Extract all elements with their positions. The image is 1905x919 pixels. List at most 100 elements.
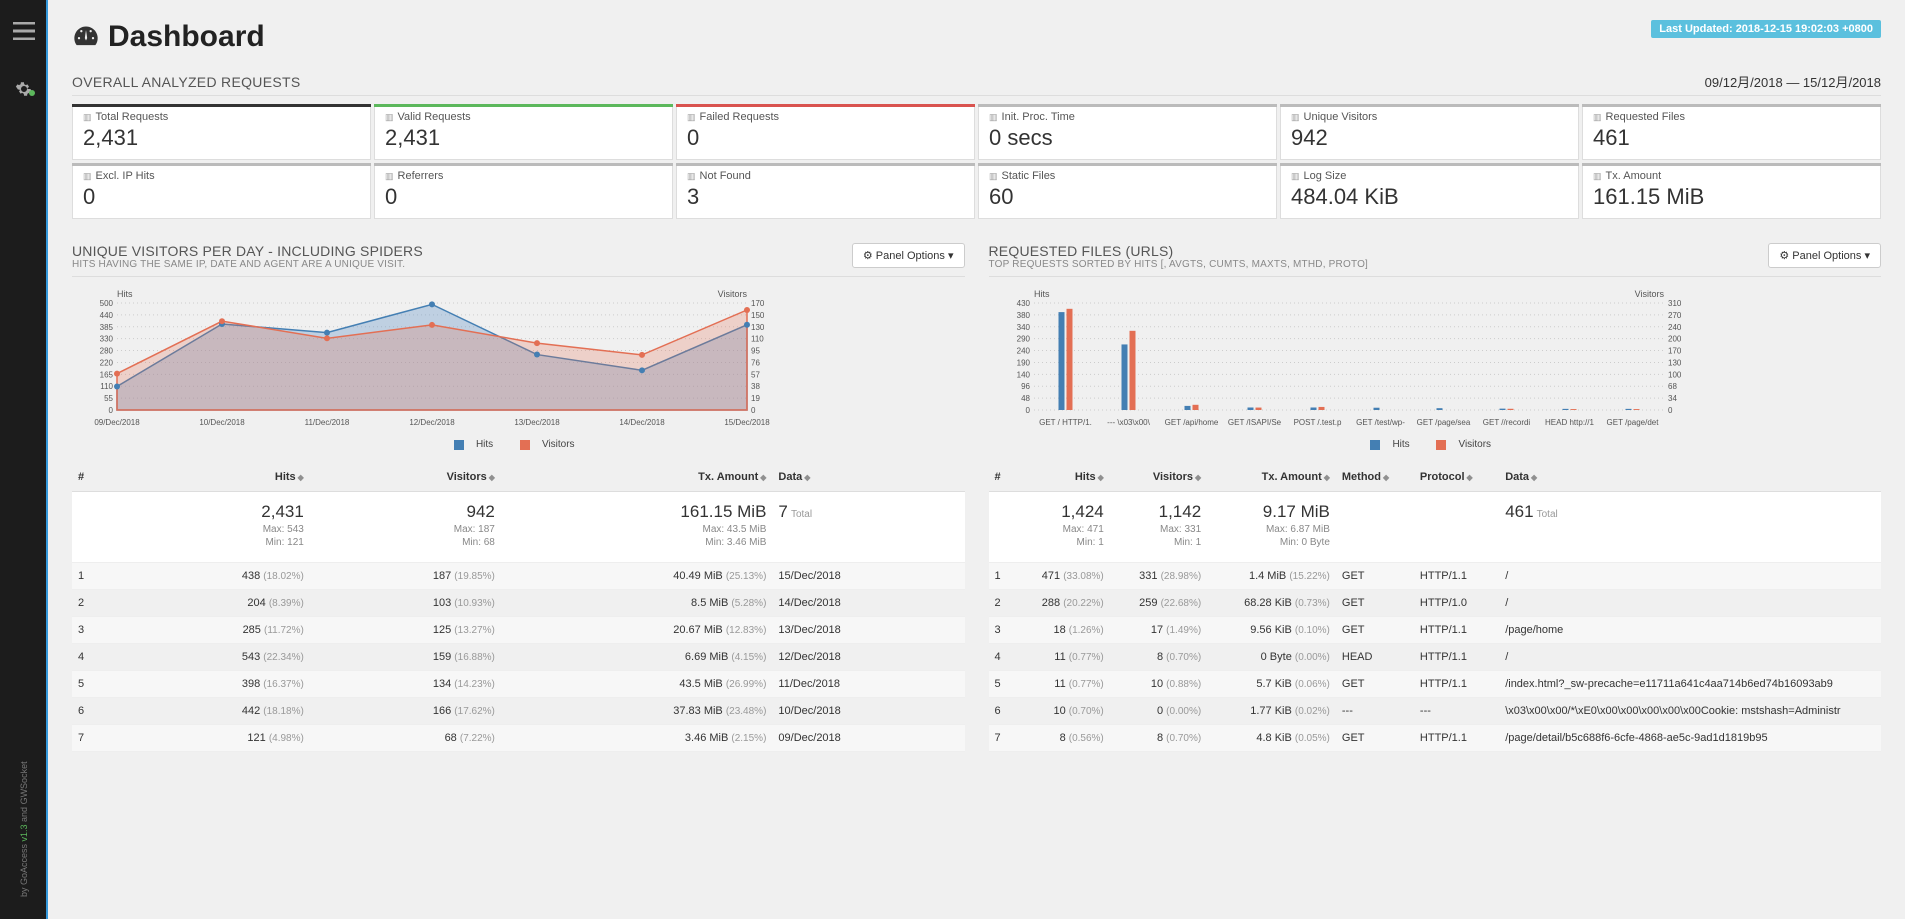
- table-row[interactable]: 2288 (20.22%)259 (22.68%)68.28 KiB (0.73…: [989, 589, 1882, 616]
- chart-legend: Hits Visitors: [72, 439, 965, 453]
- svg-text:14/Dec/2018: 14/Dec/2018: [619, 418, 665, 427]
- stat-label: Tx. Amount: [1606, 170, 1662, 182]
- date-range: 09/12月/2018 — 15/12月/2018: [1705, 72, 1881, 91]
- col-header[interactable]: #: [72, 463, 119, 492]
- stat-card: ▥Requested Files 461: [1582, 104, 1881, 160]
- svg-text:165: 165: [100, 370, 114, 379]
- svg-text:0: 0: [751, 406, 756, 415]
- svg-text:440: 440: [100, 311, 114, 320]
- gear-icon: ⚙: [863, 250, 873, 262]
- table-row[interactable]: 3285 (11.72%)125 (13.27%)20.67 MiB (12.8…: [72, 616, 965, 643]
- col-header[interactable]: Protocol◆: [1414, 463, 1499, 492]
- table-row[interactable]: 511 (0.77%)10 (0.88%)5.7 KiB (0.06%)GETH…: [989, 670, 1882, 697]
- svg-text:340: 340: [1016, 323, 1030, 332]
- svg-text:170: 170: [751, 299, 765, 308]
- overall-heading: OVERALL ANALYZED REQUESTS: [72, 74, 300, 90]
- table-row[interactable]: 4543 (22.34%)159 (16.88%)6.69 MiB (4.15%…: [72, 643, 965, 670]
- col-header[interactable]: #: [989, 463, 1013, 492]
- col-header[interactable]: Visitors◆: [1110, 463, 1207, 492]
- svg-text:380: 380: [1016, 311, 1030, 320]
- col-header[interactable]: Hits◆: [119, 463, 310, 492]
- stat-card: ▥Log Size 484.04 KiB: [1280, 163, 1579, 219]
- col-header[interactable]: Data◆: [772, 463, 964, 492]
- svg-text:GET /test/wp-: GET /test/wp-: [1356, 418, 1405, 427]
- svg-text:55: 55: [104, 394, 113, 403]
- stat-label: Excl. IP Hits: [96, 170, 155, 182]
- svg-text:09/Dec/2018: 09/Dec/2018: [94, 418, 140, 427]
- svg-text:--- \x03\x00\: --- \x03\x00\: [1107, 418, 1150, 427]
- stat-card: ▥Valid Requests 2,431: [374, 104, 673, 160]
- stat-label: Failed Requests: [700, 111, 780, 123]
- table-row[interactable]: 6442 (18.18%)166 (17.62%)37.83 MiB (23.4…: [72, 697, 965, 724]
- svg-text:290: 290: [1016, 335, 1030, 344]
- files-chart: 0048349668140100190130240170290200340240…: [989, 285, 1709, 435]
- table-row[interactable]: 411 (0.77%)8 (0.70%)0 Byte (0.00%)HEADHT…: [989, 643, 1882, 670]
- col-header[interactable]: Data◆: [1499, 463, 1881, 492]
- stat-value: 461: [1593, 125, 1870, 151]
- svg-text:19: 19: [751, 394, 760, 403]
- stat-value: 484.04 KiB: [1291, 184, 1568, 210]
- stat-value: 0: [385, 184, 662, 210]
- files-title: REQUESTED FILES (URLS): [989, 243, 1369, 259]
- panel-options-button[interactable]: ⚙ Panel Options ▾: [852, 243, 965, 268]
- svg-text:430: 430: [1016, 299, 1030, 308]
- svg-text:13/Dec/2018: 13/Dec/2018: [514, 418, 560, 427]
- svg-text:330: 330: [100, 335, 114, 344]
- chart-icon: ▥: [385, 112, 394, 123]
- svg-text:76: 76: [751, 358, 760, 367]
- chart-icon: ▥: [687, 112, 696, 123]
- col-header[interactable]: Tx. Amount◆: [1207, 463, 1336, 492]
- chart-icon: ▥: [1291, 112, 1300, 123]
- visitors-panel: UNIQUE VISITORS PER DAY - INCLUDING SPID…: [72, 243, 965, 752]
- settings-icon[interactable]: [15, 80, 33, 98]
- table-row[interactable]: 78 (0.56%)8 (0.70%)4.8 KiB (0.05%)GETHTT…: [989, 724, 1882, 751]
- table-row[interactable]: 7121 (4.98%)68 (7.22%)3.46 MiB (2.15%)09…: [72, 724, 965, 751]
- col-header[interactable]: Tx. Amount◆: [501, 463, 773, 492]
- stat-label: Requested Files: [1606, 111, 1686, 123]
- files-panel: REQUESTED FILES (URLS) TOP REQUESTS SORT…: [989, 243, 1882, 752]
- svg-text:96: 96: [1021, 382, 1030, 391]
- svg-text:150: 150: [751, 311, 765, 320]
- table-row[interactable]: 2204 (8.39%)103 (10.93%)8.5 MiB (5.28%)1…: [72, 589, 965, 616]
- totals-row: 2,431Max: 543Min: 121942Max: 187Min: 681…: [72, 491, 965, 562]
- stat-card: ▥Excl. IP Hits 0: [72, 163, 371, 219]
- stat-label: Init. Proc. Time: [1002, 111, 1075, 123]
- svg-text:GET /page/det: GET /page/det: [1606, 418, 1659, 427]
- col-header[interactable]: Hits◆: [1012, 463, 1109, 492]
- chart-icon: ▥: [83, 171, 92, 182]
- table-row[interactable]: 1438 (18.02%)187 (19.85%)40.49 MiB (25.1…: [72, 562, 965, 589]
- col-header[interactable]: Method◆: [1336, 463, 1414, 492]
- chart-icon: ▥: [83, 112, 92, 123]
- page-title: Dashboard: [72, 20, 265, 54]
- gear-icon: ⚙: [1779, 250, 1789, 262]
- menu-icon[interactable]: [13, 22, 35, 40]
- svg-text:0: 0: [1025, 406, 1030, 415]
- svg-text:Hits: Hits: [117, 289, 133, 299]
- stat-value: 2,431: [385, 125, 662, 151]
- stat-value: 942: [1291, 125, 1568, 151]
- stat-card: ▥Static Files 60: [978, 163, 1277, 219]
- stat-value: 0: [687, 125, 964, 151]
- col-header[interactable]: Visitors◆: [310, 463, 501, 492]
- chart-icon: ▥: [385, 171, 394, 182]
- stat-card: ▥ Total Requests 2,431: [72, 104, 371, 160]
- chart-icon: ▥: [1291, 171, 1300, 182]
- table-row[interactable]: 318 (1.26%)17 (1.49%)9.56 KiB (0.10%)GET…: [989, 616, 1882, 643]
- sidebar-footer: by GoAccess v1.3 and GWSocket: [0, 749, 48, 909]
- chevron-down-icon: ▾: [1864, 250, 1870, 262]
- visitors-chart: 0055191103816557220762809533011038513044…: [72, 285, 792, 435]
- table-row[interactable]: 5398 (16.37%)134 (14.23%)43.5 MiB (26.99…: [72, 670, 965, 697]
- sidebar: by GoAccess v1.3 and GWSocket: [0, 0, 48, 919]
- chart-icon: ▥: [989, 171, 998, 182]
- stat-value: 2,431: [83, 125, 360, 151]
- table-row[interactable]: 1471 (33.08%)331 (28.98%)1.4 MiB (15.22%…: [989, 562, 1882, 589]
- files-table: #Hits◆Visitors◆Tx. Amount◆Method◆Protoco…: [989, 463, 1882, 752]
- stat-grid: ▥ Total Requests 2,431 ▥Valid Requests 2,…: [72, 104, 1881, 219]
- svg-text:38: 38: [751, 382, 760, 391]
- panel-options-button[interactable]: ⚙ Panel Options ▾: [1768, 243, 1881, 268]
- svg-text:220: 220: [100, 358, 114, 367]
- stat-label: Total Requests: [96, 111, 169, 123]
- svg-text:95: 95: [751, 347, 760, 356]
- svg-text:310: 310: [1668, 299, 1682, 308]
- table-row[interactable]: 610 (0.70%)0 (0.00%)1.77 KiB (0.02%)----…: [989, 697, 1882, 724]
